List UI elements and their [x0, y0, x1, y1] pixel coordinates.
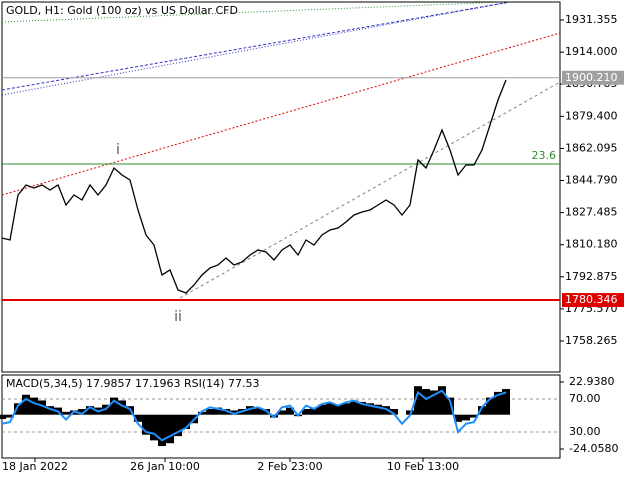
trend-line: [1, 1, 511, 96]
histogram-bar: [414, 386, 422, 415]
histogram-bar: [494, 391, 502, 415]
y2-tick-label: 70.00: [569, 392, 601, 405]
y-tick-label: 22.9380: [569, 375, 615, 388]
histogram-bar: [318, 404, 326, 415]
histogram-bar: [0, 414, 6, 419]
histogram-bar: [38, 400, 46, 415]
histogram-bar: [326, 403, 334, 415]
trend-line: [179, 81, 561, 299]
histogram-bar: [390, 409, 398, 415]
histogram-bar: [62, 411, 70, 415]
histogram-bar: [246, 406, 254, 415]
trend-line: [1, 1, 511, 91]
histogram-bar: [158, 414, 166, 447]
histogram-bar: [310, 407, 318, 415]
histogram-bar: [150, 414, 158, 441]
y-tick-label: -24.0580: [569, 442, 618, 455]
histogram-bar: [262, 409, 270, 415]
histogram-bar: [182, 414, 190, 429]
histogram-bar: [430, 390, 438, 415]
x-tick-label: 26 Jan 10:00: [130, 460, 200, 473]
histogram-bar: [6, 414, 14, 418]
histogram-bar: [334, 404, 342, 415]
histogram-bar: [302, 409, 310, 415]
histogram-bar: [222, 409, 230, 415]
histogram-bar: [118, 400, 126, 415]
histogram-bar: [110, 397, 118, 415]
main-panel: [1, 1, 561, 373]
histogram-bar: [422, 389, 430, 415]
rsi-line: [1, 389, 507, 442]
histogram-bar: [462, 414, 470, 421]
histogram-bar: [86, 406, 94, 415]
level-label-box: [562, 293, 624, 308]
histogram-bar: [206, 409, 214, 415]
histogram-bar: [134, 414, 142, 422]
histogram-bar: [366, 403, 374, 415]
histogram-bar: [374, 404, 382, 415]
x-tick-label: 18 Jan 2022: [2, 460, 68, 473]
level-label-box: [562, 70, 624, 85]
histogram-bar: [278, 410, 286, 415]
histogram-bar: [446, 397, 454, 415]
price-line: [1, 79, 507, 294]
histogram-bar: [214, 407, 222, 415]
histogram-bar: [254, 407, 262, 415]
wave-label: ii: [174, 309, 182, 325]
histogram-bar: [142, 414, 150, 435]
level-label: 1900.210: [565, 71, 618, 84]
fib-label: 23.6: [532, 149, 557, 162]
y-tick-label: 1931.355: [565, 13, 618, 26]
histogram-bar: [46, 406, 54, 415]
y2-tick-label: 30.00: [569, 425, 601, 438]
histogram-bar: [198, 411, 206, 415]
histogram-bar: [478, 406, 486, 415]
histogram-bar: [230, 410, 238, 415]
level-label: 1780.346: [565, 293, 618, 306]
y-tick-label: 1844.790: [565, 174, 618, 187]
y-tick-label: 1862.095: [565, 141, 618, 154]
y-tick-label: 1914.000: [565, 45, 618, 58]
histogram-bar: [502, 389, 510, 415]
histogram-bar: [382, 406, 390, 415]
y-tick-label: 1827.485: [565, 206, 618, 219]
histogram-bar: [454, 414, 462, 422]
histogram-bar: [286, 407, 294, 415]
wave-label: i: [116, 142, 120, 158]
chart-title: GOLD, H1: Gold (100 oz) vs US Dollar CFD: [6, 4, 238, 17]
histogram-bar: [350, 400, 358, 415]
histogram-bar: [166, 414, 174, 444]
histogram-bar: [30, 397, 38, 415]
trend-line: [1, 32, 561, 196]
y-tick-label: 1879.400: [565, 109, 618, 122]
histogram-bar: [486, 397, 494, 415]
histogram-bar: [438, 386, 446, 415]
histogram-bar: [358, 401, 366, 415]
y-tick-label: 1792.875: [565, 270, 618, 283]
histogram-bar: [470, 414, 478, 418]
x-tick-label: 2 Feb 23:00: [257, 460, 322, 473]
x-tick-label: 10 Feb 13:00: [387, 460, 459, 473]
y-tick-label: 1758.265: [565, 334, 618, 347]
histogram-bar: [14, 403, 22, 415]
indicator-title: MACD(5,34,5) 17.9857 17.1963 RSI(14) 77.…: [6, 377, 259, 390]
histogram-bar: [22, 394, 30, 415]
y-tick-label: 1810.180: [565, 238, 618, 251]
histogram-bar: [174, 414, 182, 437]
histogram-bar: [78, 409, 86, 415]
histogram-bar: [342, 403, 350, 415]
